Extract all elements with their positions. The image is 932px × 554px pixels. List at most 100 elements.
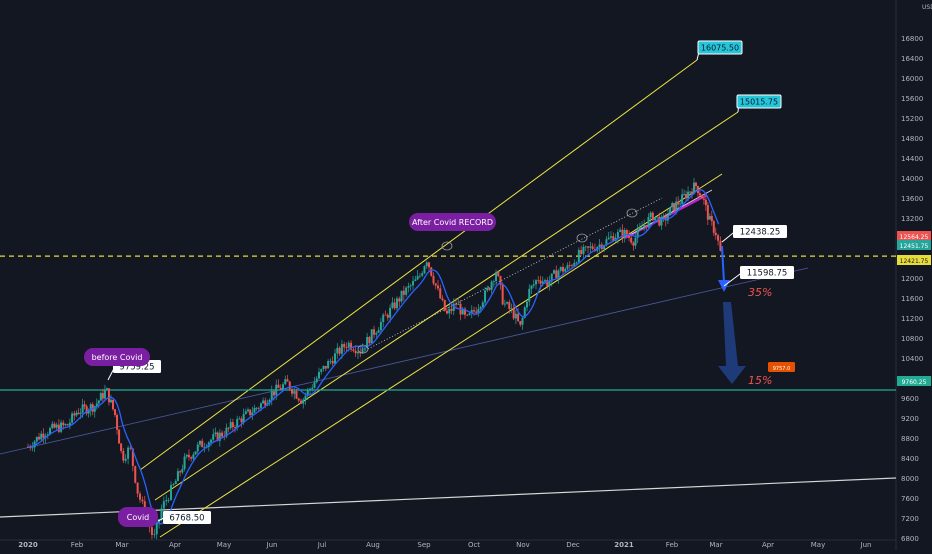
axis-badge-text: 12421.75: [900, 258, 929, 265]
candle-body: [57, 424, 60, 432]
candle-body: [457, 303, 460, 305]
candle-body: [448, 308, 451, 314]
candle-body: [277, 384, 280, 388]
candle-body: [183, 456, 186, 470]
axis-badges: 12564.25 12451.75 12421.75 9760.25: [897, 231, 931, 386]
candle-body: [532, 284, 535, 286]
candle-body: [229, 422, 232, 429]
candle-body: [105, 388, 108, 391]
candle-body: [519, 321, 522, 325]
candle-body: [414, 279, 417, 281]
candle-body: [127, 447, 130, 459]
candle-body: [386, 314, 389, 318]
candle-body: [275, 384, 278, 396]
candle-body: [35, 436, 38, 442]
candle-body: [343, 344, 346, 348]
candle-body: [421, 273, 424, 276]
callout-bubble: [84, 348, 150, 366]
candle-body: [481, 302, 484, 308]
candle-body: [247, 409, 249, 412]
candle-body: [309, 388, 311, 390]
candle-body: [685, 194, 688, 199]
candle-body: [331, 360, 334, 364]
candle-body: [170, 485, 173, 500]
candle-body: [218, 432, 221, 441]
candle-body: [571, 265, 573, 267]
candle-body: [109, 399, 112, 403]
candle-body: [279, 387, 282, 390]
time-tick-label: Apr: [169, 541, 181, 549]
candle-body: [566, 265, 569, 269]
candle-body: [714, 232, 717, 236]
candle-body: [548, 281, 551, 287]
candle-body: [557, 270, 560, 279]
candle-body: [134, 466, 137, 483]
candle-body: [473, 310, 475, 312]
candle-body: [210, 439, 213, 443]
axis-badge: [897, 376, 931, 386]
candle-body: [455, 303, 457, 305]
candle-body: [632, 242, 635, 246]
candle-body: [384, 314, 387, 316]
candle-body: [167, 499, 170, 501]
channel-line-upper: [139, 59, 698, 471]
candle-body: [658, 216, 661, 226]
candle-body: [366, 336, 369, 349]
price-tick-label: 8000: [901, 475, 919, 483]
candle-body: [334, 353, 337, 364]
candle-body: [612, 236, 615, 242]
candle-body: [651, 212, 654, 221]
price-tick-label: 14400: [901, 155, 923, 163]
candle-body: [288, 381, 291, 390]
candle-body: [402, 290, 405, 295]
candle-body: [486, 287, 489, 291]
candle-body: [116, 414, 119, 430]
candle-body: [212, 434, 215, 440]
callout-text: before Covid: [92, 353, 143, 362]
moving-average-line: [27, 189, 720, 525]
candle-body: [497, 272, 500, 277]
price-tick-label: 7200: [901, 515, 919, 523]
candle-body: [689, 191, 692, 193]
candle-body: [293, 391, 296, 394]
candle-body: [559, 266, 562, 271]
candle-body: [83, 404, 86, 407]
price-tick-label: 12000: [901, 275, 923, 283]
candle-body: [304, 395, 307, 400]
time-tick-label: Jun: [266, 541, 278, 549]
price-tick-label: 15200: [901, 115, 923, 123]
candle-body: [354, 350, 357, 354]
candle-body: [706, 205, 709, 220]
candle-body: [708, 216, 711, 220]
candle-body: [68, 422, 71, 426]
price-label-box: [163, 511, 211, 524]
candle-body: [318, 371, 320, 379]
currency-label: USD: [922, 4, 932, 11]
price-tick-label: 16800: [901, 35, 923, 43]
candle-body: [616, 231, 619, 238]
candle-body: [257, 407, 260, 409]
candle-body: [194, 451, 197, 455]
candle-body: [521, 317, 524, 325]
candle-body: [537, 280, 540, 282]
candle-body: [506, 302, 509, 304]
candle-body: [352, 349, 355, 351]
candle-body: [621, 229, 624, 238]
price-tick-label: 8400: [901, 455, 919, 463]
candle-body: [391, 302, 394, 308]
candle-body: [284, 379, 287, 385]
candle-body: [495, 272, 498, 282]
candle-body: [282, 384, 284, 390]
candle-body: [416, 276, 419, 280]
candle-body: [687, 191, 690, 199]
candle-body: [382, 314, 385, 322]
marker-ellipse: [576, 233, 588, 243]
candle-body: [60, 422, 63, 432]
marker-ellipse: [357, 344, 369, 354]
candle-body: [591, 246, 594, 249]
candle-body: [42, 433, 45, 438]
candle-body: [361, 348, 364, 354]
axis-badge: [897, 240, 931, 250]
